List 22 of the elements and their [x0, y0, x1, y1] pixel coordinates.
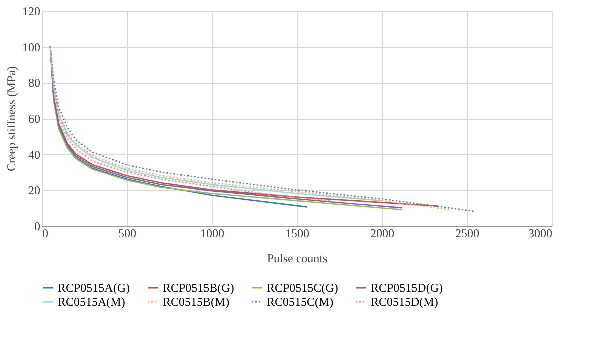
x-tick-label: 1500	[286, 226, 310, 240]
x-tick-label: 2500	[456, 226, 480, 240]
x-tick-label: 500	[118, 226, 136, 240]
legend-label: RC0515B(M)	[163, 295, 230, 309]
y-tick-label: 80	[28, 76, 40, 90]
y-axis-title: Creep stiffness (MPa)	[4, 66, 18, 172]
y-tick-label: 100	[22, 40, 40, 54]
legend-label: RCP0515A(G)	[58, 281, 130, 295]
legend-label: RC0515D(M)	[371, 295, 438, 309]
y-tick-label: 20	[28, 184, 40, 198]
legend-label: RC0515A(M)	[58, 295, 126, 309]
legend-label: RCP0515D(G)	[371, 281, 444, 295]
x-tick-label: 1000	[200, 226, 224, 240]
y-tick-label: 60	[28, 112, 40, 126]
y-tick-label: 40	[28, 148, 40, 162]
x-tick-label: 3000	[528, 226, 552, 240]
x-axis-title: Pulse counts	[267, 252, 328, 266]
legend-label: RCP0515C(G)	[267, 281, 338, 295]
legend-label: RC0515C(M)	[267, 295, 334, 309]
x-tick-label: 2000	[370, 226, 394, 240]
legend-label: RCP0515B(G)	[163, 281, 234, 295]
y-tick-label: 120	[22, 4, 40, 18]
